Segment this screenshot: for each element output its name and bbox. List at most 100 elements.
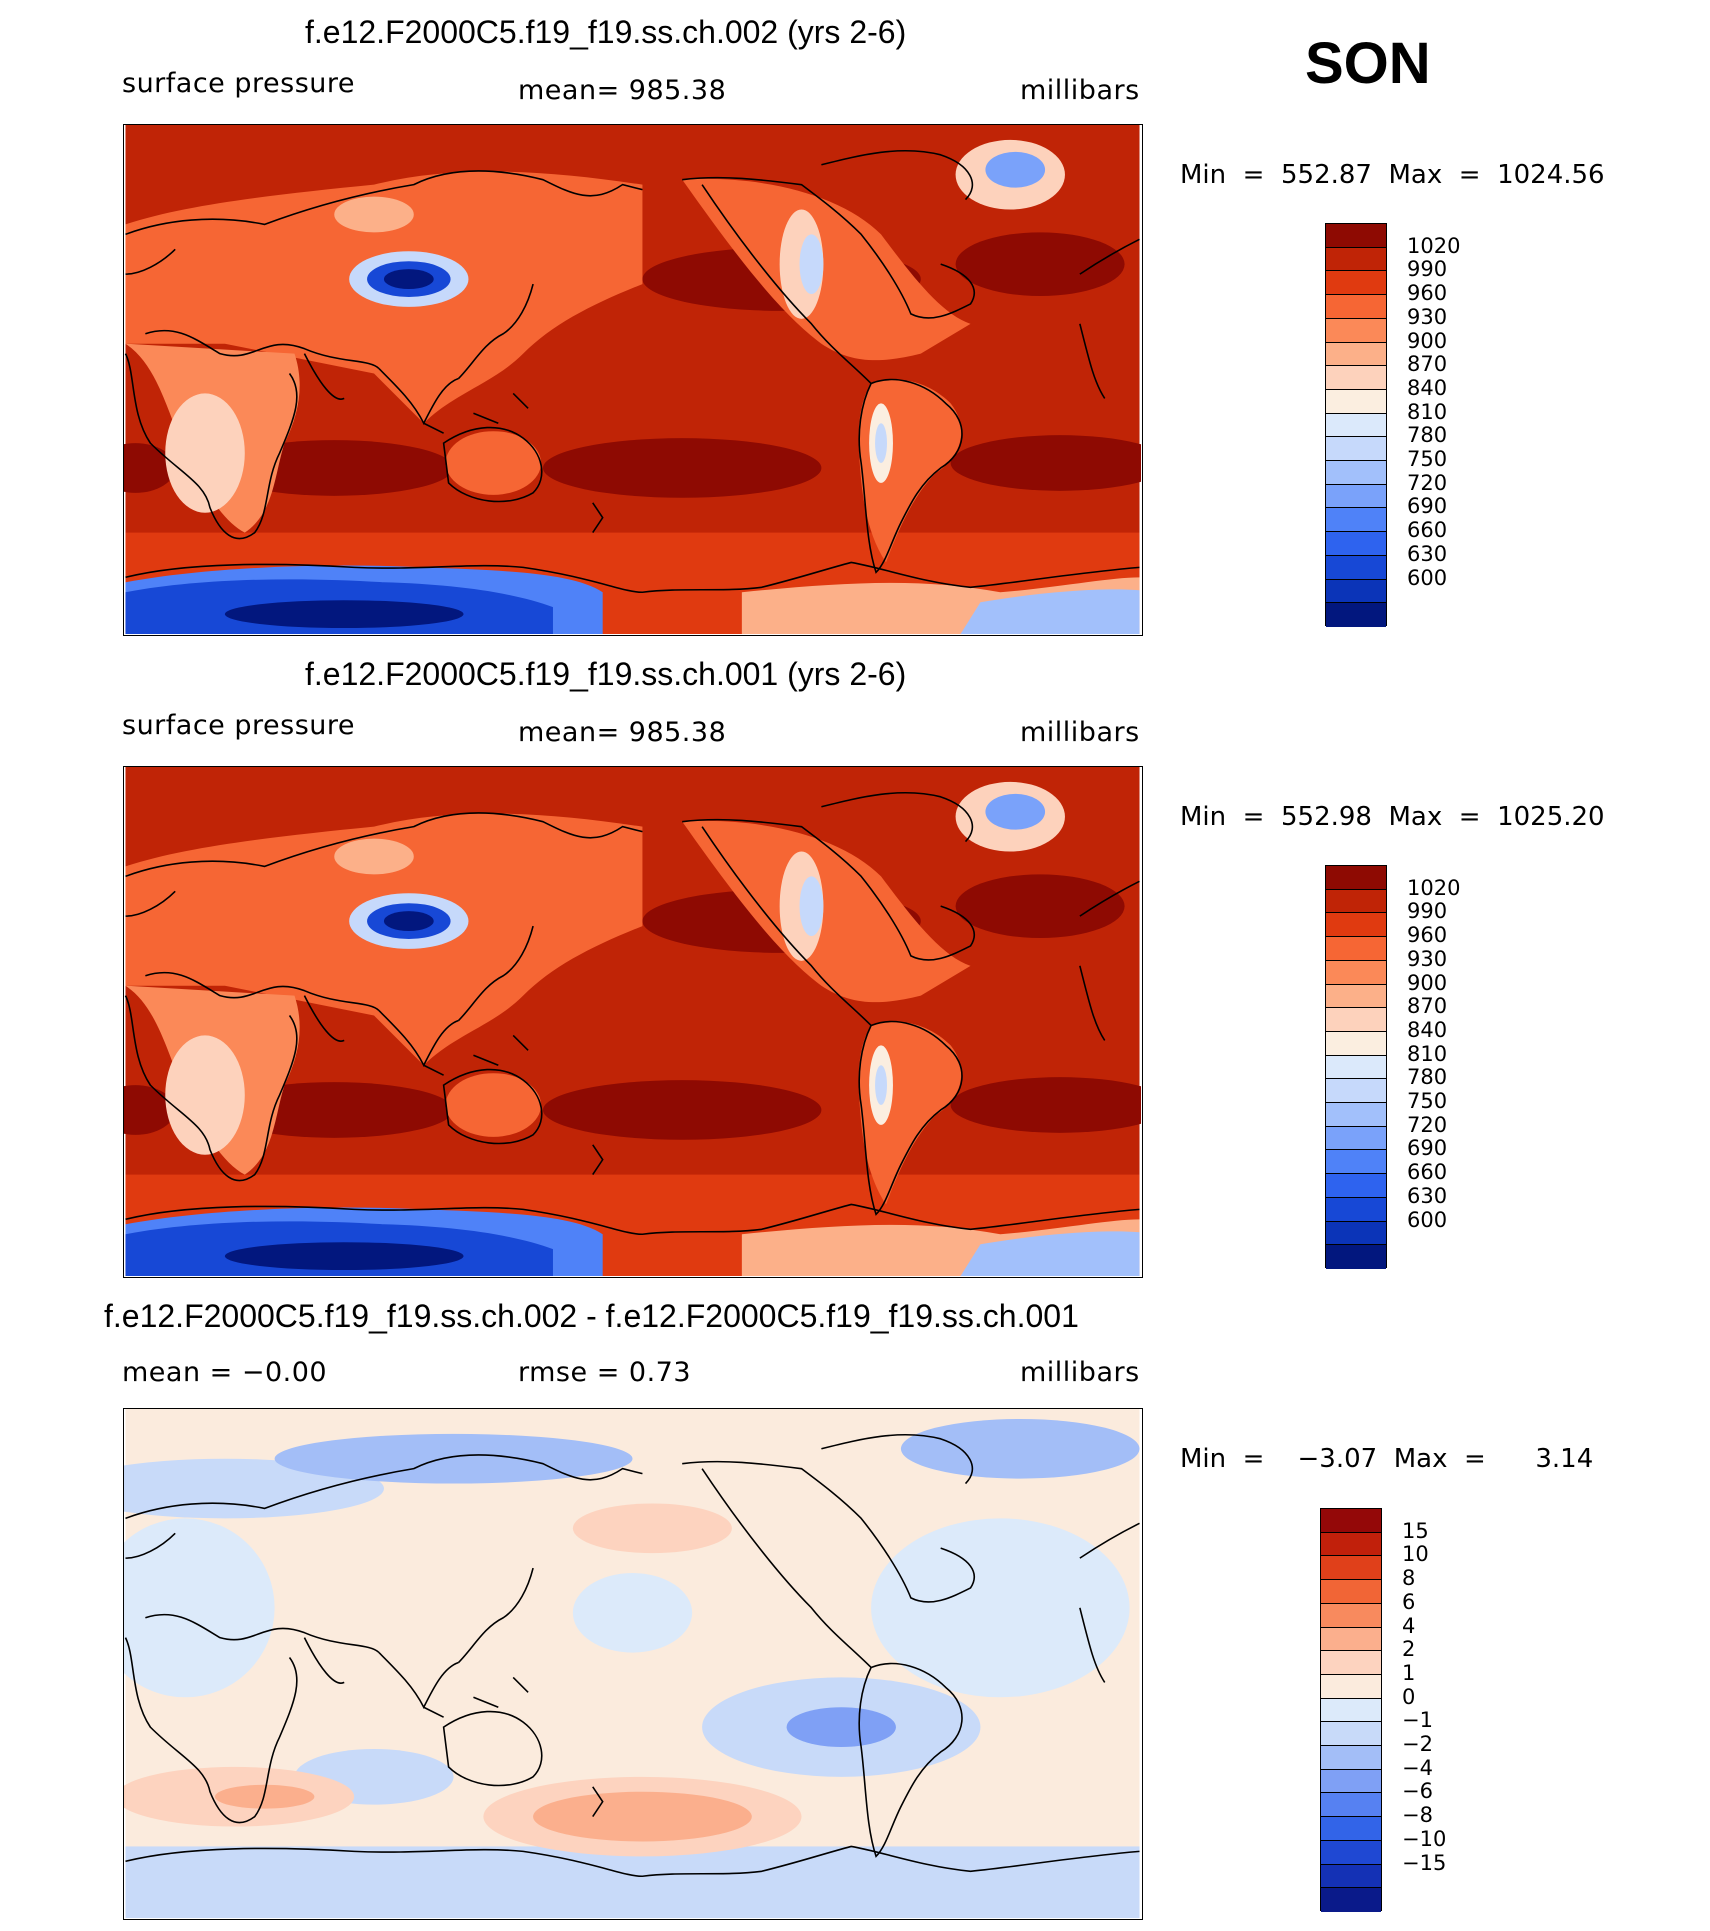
plateau-low-contour xyxy=(334,196,414,233)
positive-anomaly-contour xyxy=(214,1784,315,1809)
coastline xyxy=(592,1786,604,1818)
colorbar-swatch xyxy=(1326,1245,1386,1269)
colorbar-swatch xyxy=(1321,1532,1381,1557)
coastline xyxy=(701,184,872,385)
mean-label: mean= 985.38 xyxy=(518,717,727,748)
colorbar-tick-label: −1 xyxy=(1402,1708,1433,1733)
colorbar-tick-label: 4 xyxy=(1402,1613,1416,1638)
andes-low-contour xyxy=(875,423,887,464)
difference-map xyxy=(123,1408,1143,1920)
panel-title: f.e12.F2000C5.f19_f19.ss.ch.002 - f.e12.… xyxy=(104,1298,1079,1334)
colorbar-tick-label: 870 xyxy=(1407,352,1448,377)
antarctic-low-contour xyxy=(224,1242,464,1271)
colorbar-tick-label: 660 xyxy=(1407,1160,1448,1185)
colorbar-tick-label: −6 xyxy=(1402,1779,1433,1804)
high-pressure-contour xyxy=(124,1085,176,1135)
colorbar-swatch xyxy=(1326,461,1386,485)
colorbar-swatch xyxy=(1321,1793,1381,1818)
colorbar-swatch xyxy=(1321,1509,1381,1533)
colorbar-tick-label: 2 xyxy=(1402,1637,1416,1662)
coastline xyxy=(423,1034,529,1076)
colorbar-swatch xyxy=(1321,1603,1381,1628)
plateau-low-contour xyxy=(383,911,434,932)
antarctic-low-contour xyxy=(960,1231,1140,1276)
colorbar-swatch xyxy=(1321,1651,1381,1675)
colorbar-swatch xyxy=(1326,603,1386,627)
colorbar-swatch xyxy=(1326,484,1386,509)
colorbar-swatch xyxy=(1326,984,1386,1009)
coastline xyxy=(457,925,534,1022)
pressure-map xyxy=(123,124,1143,636)
colorbar-tick-label: −4 xyxy=(1402,1755,1433,1780)
negative-anomaly-contour xyxy=(572,1573,693,1653)
colorbar-swatch xyxy=(1326,437,1386,462)
negative-anomaly-contour xyxy=(125,1846,1140,1918)
coastline xyxy=(682,176,975,319)
continent-fill xyxy=(682,820,971,1003)
colorbar-tick-label: 930 xyxy=(1407,946,1448,971)
negative-anomaly-contour xyxy=(786,1707,896,1748)
rmse-label: rmse = 0.73 xyxy=(518,1357,692,1388)
coastline xyxy=(125,248,176,275)
colorbar-swatch xyxy=(1326,1150,1386,1175)
min-max-label: Min = −3.07 Max = 3.14 xyxy=(1180,1444,1594,1474)
high-pressure-contour xyxy=(955,232,1125,296)
colorbar-tick-label: 690 xyxy=(1407,494,1448,519)
coastline xyxy=(682,818,975,961)
high-pressure-contour xyxy=(543,438,822,498)
colorbar-tick-label: 600 xyxy=(1407,1207,1448,1232)
negative-anomaly-contour xyxy=(871,1518,1130,1698)
colorbar-tick-label: −8 xyxy=(1402,1803,1433,1828)
colorbar-swatch xyxy=(1326,366,1386,390)
colorbar-swatch xyxy=(1321,1840,1381,1865)
colorbar-swatch xyxy=(1326,1008,1386,1032)
coastline xyxy=(858,378,963,574)
colorbar-tick-label: 840 xyxy=(1407,375,1448,400)
colorbar-tick-label: 870 xyxy=(1407,994,1448,1019)
colorbar-swatches xyxy=(1325,865,1387,1269)
units-label: millibars xyxy=(1020,1357,1140,1388)
colorbar-tick-label: 780 xyxy=(1407,1065,1448,1090)
colorbar-tick-label: −15 xyxy=(1402,1850,1447,1875)
map-canvas xyxy=(124,125,1141,634)
coastline xyxy=(124,1637,298,1824)
colorbar-swatch xyxy=(1321,1722,1381,1747)
coastline xyxy=(124,995,298,1182)
coastline xyxy=(442,1068,543,1145)
colorbar-swatch xyxy=(1326,937,1386,961)
coastline xyxy=(303,1637,345,1684)
colorbar-tick-label: 10 xyxy=(1402,1542,1429,1567)
colorbar-tick-label: −10 xyxy=(1402,1826,1447,1851)
coastline xyxy=(303,995,345,1042)
panel-title: f.e12.F2000C5.f19_f19.ss.ch.001 (yrs 2-6… xyxy=(305,656,907,692)
andes-low-contour xyxy=(875,1065,887,1106)
colorbar-swatch xyxy=(1326,1174,1386,1198)
colorbar-swatch xyxy=(1326,1031,1386,1056)
coastline xyxy=(124,353,298,540)
colorbar-tick-label: 1 xyxy=(1402,1660,1416,1685)
variable-label: surface pressure xyxy=(122,710,355,741)
coastline xyxy=(423,1676,529,1718)
coastline xyxy=(125,1203,1140,1236)
colorbar-tick-label: 900 xyxy=(1407,970,1448,995)
coastline xyxy=(701,826,872,1027)
colorbar-swatch xyxy=(1326,389,1386,414)
colorbar-swatch xyxy=(1321,1556,1381,1581)
coastline xyxy=(1079,880,1140,917)
positive-anomaly-contour xyxy=(572,1503,732,1554)
colorbar-tick-label: 750 xyxy=(1407,447,1448,472)
greenland-low-contour xyxy=(985,151,1046,188)
colorbar-tick-label: 960 xyxy=(1407,923,1448,948)
units-label: millibars xyxy=(1020,717,1140,748)
continent-fill xyxy=(165,1035,245,1155)
coastline xyxy=(682,1460,975,1603)
colorbar-tick-label: 720 xyxy=(1407,470,1448,495)
colorbar-swatch xyxy=(1326,271,1386,296)
colorbar-tick-label: 630 xyxy=(1407,1183,1448,1208)
colorbar-swatch xyxy=(1321,1864,1381,1889)
variable-label: surface pressure xyxy=(122,68,355,99)
panel-title: f.e12.F2000C5.f19_f19.ss.ch.002 (yrs 2-6… xyxy=(305,14,907,50)
colorbar-swatch xyxy=(1326,889,1386,914)
coastline xyxy=(858,1662,963,1858)
colorbar-tick-label: 630 xyxy=(1407,541,1448,566)
